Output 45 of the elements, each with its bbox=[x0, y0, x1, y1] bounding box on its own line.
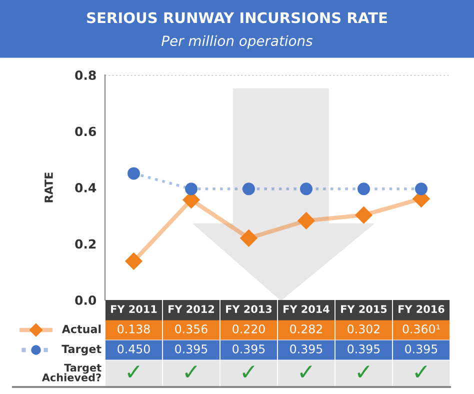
y-axis-title: RATE bbox=[44, 172, 53, 202]
point bbox=[185, 182, 198, 196]
point bbox=[415, 182, 428, 196]
text: Target Achieved? bbox=[42, 364, 102, 382]
legend-label: Target bbox=[62, 344, 102, 356]
data-label: 0.360¹ bbox=[402, 324, 440, 334]
chart-subtitle: Per million operations bbox=[162, 35, 313, 49]
y-tick-label: 0.4 bbox=[75, 182, 96, 192]
text: ✓ bbox=[185, 366, 197, 378]
text: ✓ bbox=[300, 366, 312, 378]
x-tick-label: FY 2015 bbox=[341, 305, 387, 314]
point bbox=[355, 206, 372, 224]
data-label: 0.395 bbox=[348, 344, 380, 354]
data-label: 0.302 bbox=[348, 324, 380, 334]
point bbox=[300, 182, 312, 196]
x-tick-label: FY 2013 bbox=[226, 305, 272, 314]
data-label: 0.356 bbox=[175, 324, 208, 334]
chart-title: SERIOUS RUNWAY INCURSIONS RATE bbox=[87, 12, 387, 24]
legend-label: Actual bbox=[62, 324, 101, 334]
data-label: 0.395 bbox=[290, 344, 322, 354]
x-tick-label: FY 2012 bbox=[168, 305, 214, 314]
data-label: 0.395 bbox=[232, 344, 265, 354]
point bbox=[125, 252, 142, 270]
data-label: 0.450 bbox=[118, 344, 150, 354]
text: ✓ bbox=[242, 366, 254, 378]
point bbox=[128, 167, 140, 180]
text: ✓ bbox=[128, 366, 140, 378]
point bbox=[298, 212, 315, 230]
data-label: 0.138 bbox=[118, 324, 150, 334]
y-tick-label: 0.2 bbox=[75, 239, 96, 249]
point bbox=[242, 182, 255, 196]
x-tick-label: FY 2016 bbox=[398, 305, 444, 314]
data-label: 0.220 bbox=[232, 324, 265, 334]
point bbox=[358, 182, 370, 196]
data-label: 0.395 bbox=[405, 344, 438, 354]
data-label: 0.395 bbox=[175, 344, 208, 354]
y-tick-label: 0.6 bbox=[75, 126, 96, 136]
x-tick-label: FY 2014 bbox=[284, 305, 330, 314]
data-label: 0.282 bbox=[290, 324, 322, 334]
text: ✓ bbox=[358, 366, 370, 378]
x-tick-label: FY 2011 bbox=[111, 305, 157, 314]
point bbox=[240, 230, 258, 247]
y-tick-label: 0.0 bbox=[75, 295, 96, 305]
y-tick-label: 0.8 bbox=[75, 70, 96, 80]
text: ✓ bbox=[415, 366, 427, 378]
